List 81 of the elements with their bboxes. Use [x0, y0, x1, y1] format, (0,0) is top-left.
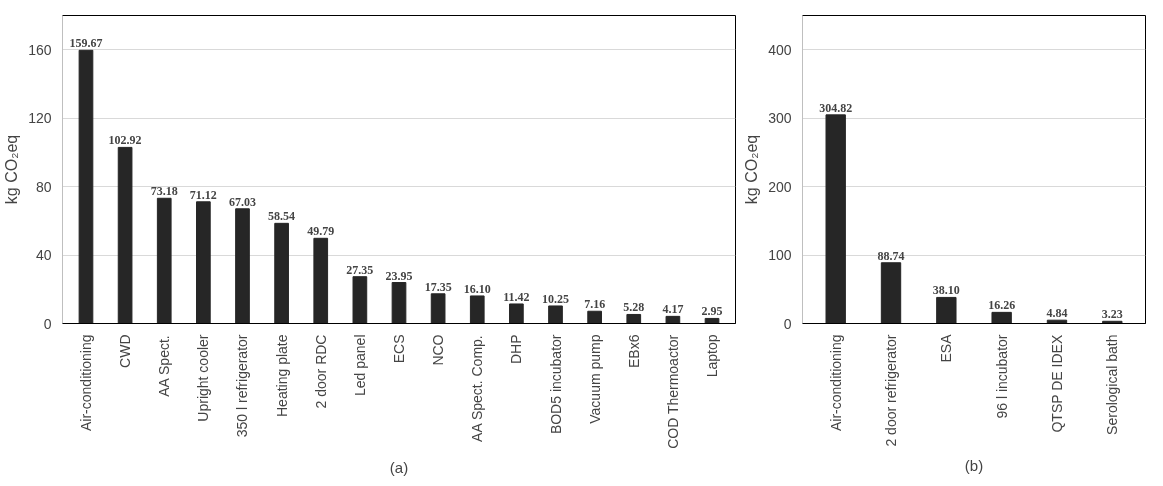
x-tick-label: ESA: [938, 333, 955, 363]
x-tick-label: Upright cooler: [195, 334, 212, 422]
y-tick-label: 160: [28, 41, 52, 58]
data-label: 10.25: [542, 291, 570, 306]
y-axis-title: kg CO₂eq: [3, 134, 21, 205]
y-tick-label: 400: [768, 41, 792, 58]
data-label: 7.16: [584, 297, 606, 312]
y-tick-label: 80: [35, 178, 52, 195]
data-label: 16.10: [463, 281, 491, 296]
bar: [196, 201, 211, 324]
bar: [430, 293, 446, 324]
x-tick-label: Led panel: [351, 334, 368, 396]
data-label: 73.18: [150, 184, 178, 199]
bar: [235, 208, 250, 324]
y-tick-label: 100: [768, 247, 792, 264]
bar: [991, 311, 1012, 324]
bar: [156, 197, 172, 324]
bar: [509, 303, 524, 324]
x-tick-label: Heating plate: [273, 334, 290, 417]
data-label: 17.35: [424, 279, 452, 294]
x-tick-label: Laptop: [704, 334, 721, 378]
data-label: 2.95: [701, 304, 723, 319]
data-label: 49.79: [307, 224, 335, 239]
x-tick-label: COD Thermoactor: [664, 334, 681, 449]
text: (b): [964, 456, 984, 474]
x-tick-label: Air-conditioning: [77, 334, 94, 431]
bar: [665, 315, 681, 324]
x-tick-label: QTSP DE IDEX: [1048, 334, 1065, 433]
y-tick-label: 120: [28, 110, 52, 127]
x-tick-label: NCO: [430, 334, 447, 366]
data-label: 4.17: [662, 302, 684, 317]
data-label: 67.03: [228, 194, 256, 209]
data-label: 159.67: [69, 36, 103, 51]
data-label: 27.35: [346, 262, 374, 277]
y-tick-label: 200: [768, 178, 792, 195]
data-label: 16.26: [988, 298, 1016, 313]
data-label: 88.74: [877, 248, 905, 263]
bar: [626, 313, 642, 324]
x-tick-label: Vacuum pump: [586, 334, 603, 424]
bar: [825, 114, 846, 324]
bar: [78, 49, 94, 324]
x-tick-label: DHP: [508, 334, 525, 365]
x-tick-label: 96 l incubator: [993, 334, 1010, 419]
text: (a): [389, 458, 409, 476]
x-tick-label: 2 door RDC: [312, 334, 329, 409]
y-tick-label: 0: [43, 315, 52, 332]
y-axis-title: kg CO₂eq: [743, 134, 761, 205]
data-label: 5.28: [623, 300, 645, 315]
data-label: 71.12: [189, 187, 217, 202]
data-label: 102.92: [108, 133, 142, 148]
bar: [391, 282, 407, 324]
y-tick-label: 40: [35, 247, 52, 264]
data-label: 23.95: [385, 268, 413, 283]
x-tick-label: ECS: [391, 334, 407, 364]
bar: [548, 305, 563, 324]
bar: [587, 310, 602, 324]
data-label: 11.42: [503, 289, 530, 304]
data-label: 4.84: [1046, 306, 1068, 321]
bar: [704, 317, 720, 324]
y-tick-label: 0: [783, 315, 792, 332]
y-tick-label: 300: [768, 110, 792, 127]
bar: [313, 237, 329, 324]
x-tick-label: 350 l refrigerator: [234, 334, 251, 438]
x-tick-label: AA Spect.: [156, 335, 173, 397]
x-tick-label: AA Spect. Comp.: [469, 335, 486, 442]
bar: [352, 276, 368, 324]
bar: [469, 295, 485, 324]
x-tick-label: Serological bath: [1104, 334, 1121, 435]
x-tick-label: 2 door refrigerator: [883, 334, 900, 447]
data-label: 3.23: [1101, 307, 1123, 322]
data-label: 38.10: [932, 283, 960, 298]
bar: [117, 146, 133, 324]
data-label: 58.54: [268, 209, 296, 224]
bar: [274, 222, 289, 324]
x-tick-label: BOD5 incubator: [547, 334, 564, 435]
bar: [880, 262, 902, 324]
bar: [936, 296, 957, 324]
x-tick-label: CWD: [117, 334, 134, 368]
x-tick-label: Air-conditioning: [827, 334, 844, 431]
x-tick-label: EBx6: [625, 334, 642, 368]
data-label: 304.82: [819, 100, 853, 115]
